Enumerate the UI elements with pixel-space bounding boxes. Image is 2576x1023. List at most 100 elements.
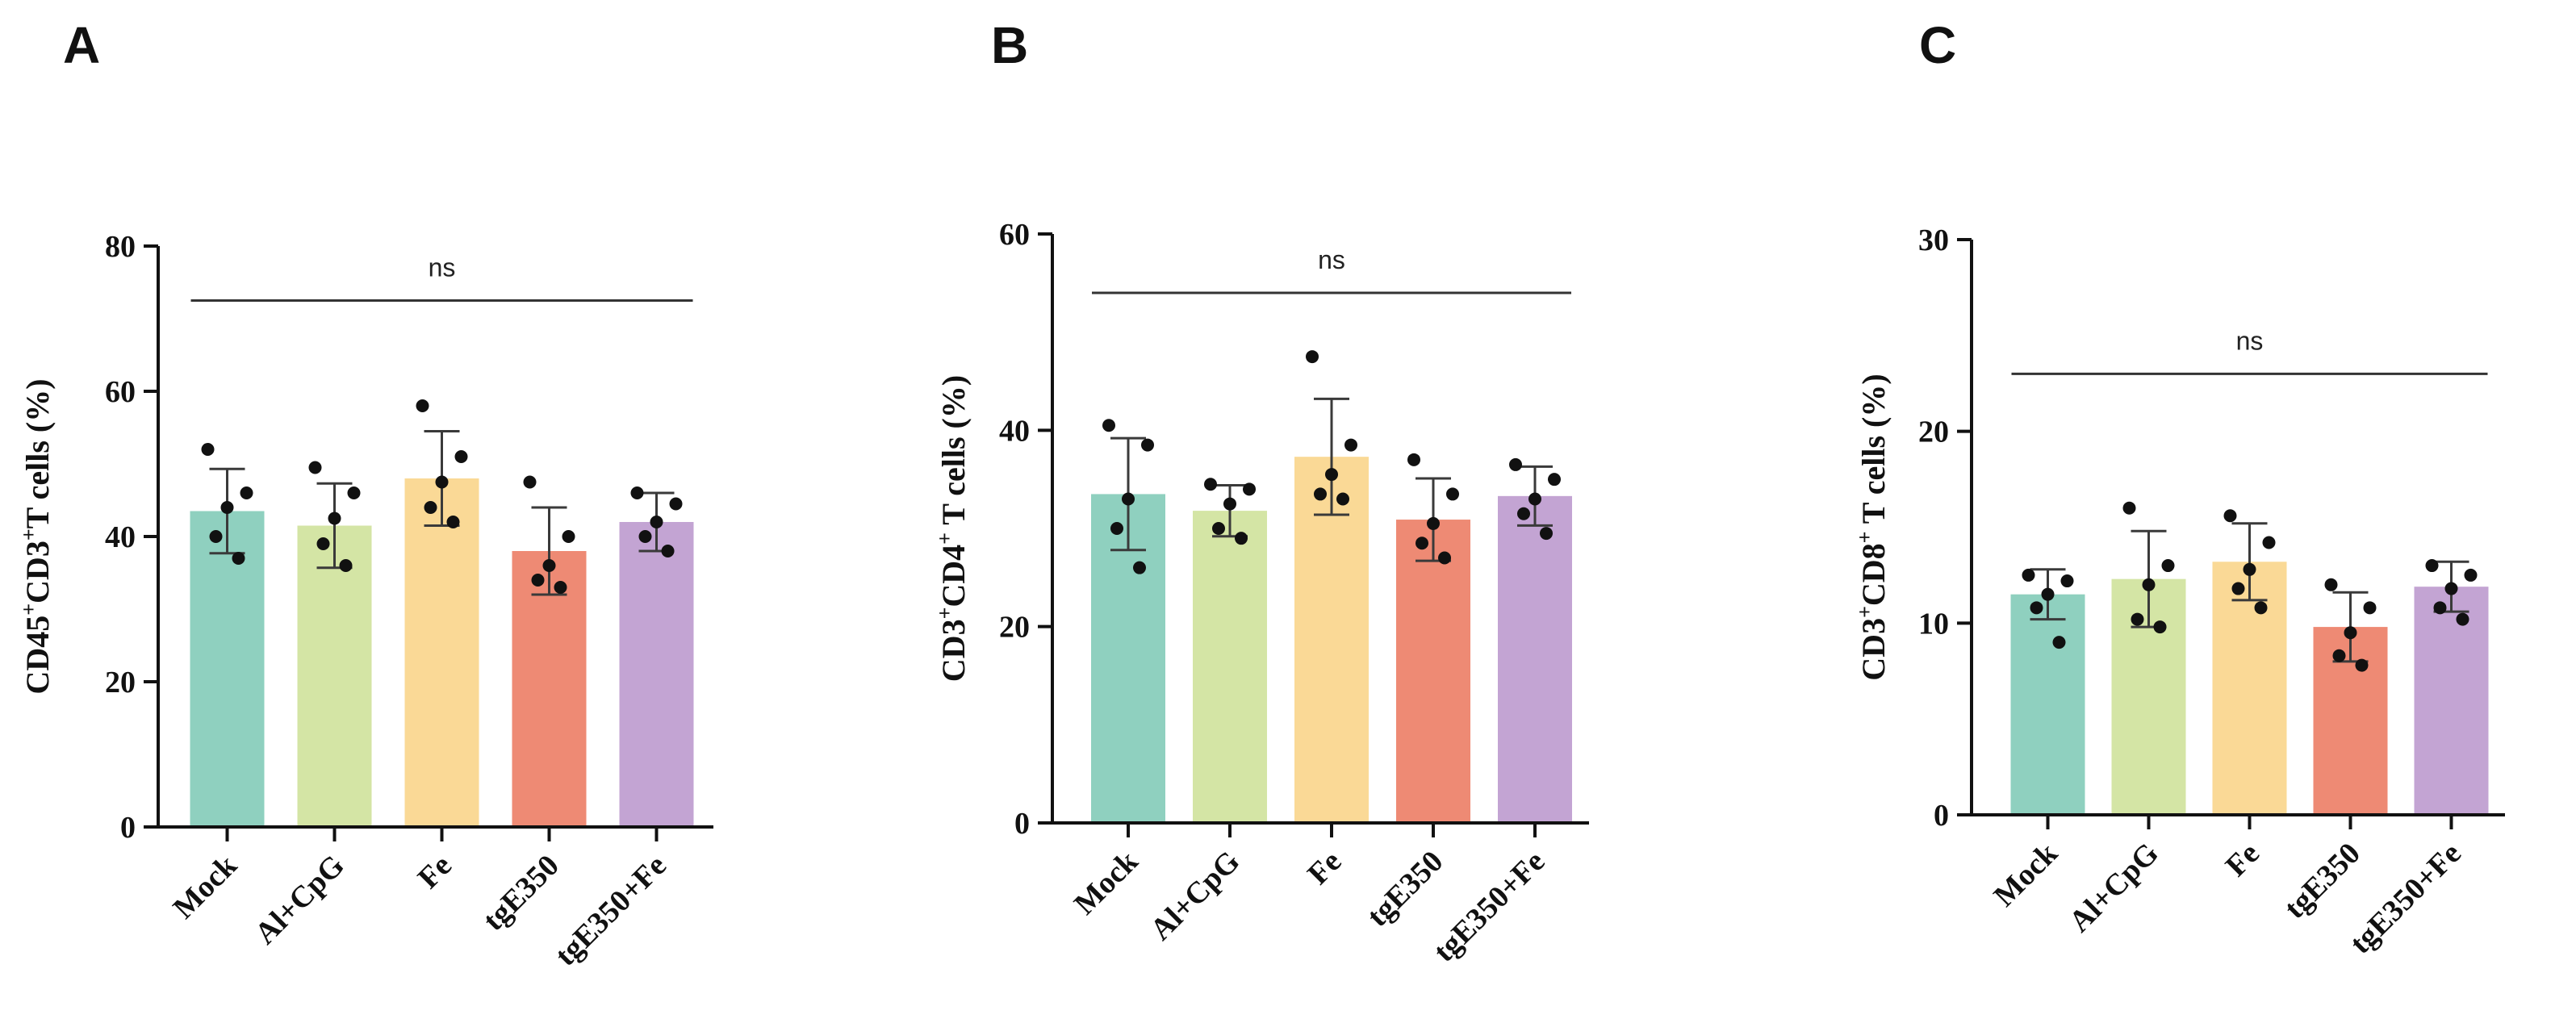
data-point (209, 530, 223, 543)
x-tick-label: tgE350+Fe (2344, 837, 2468, 961)
y-axis-title-superscript: + (933, 532, 956, 545)
panel-letter: A (63, 16, 100, 74)
data-point (201, 443, 215, 456)
data-point (2022, 568, 2035, 582)
data-point (1438, 551, 1451, 565)
y-tick-label: 80 (105, 230, 136, 264)
data-point (1306, 350, 1319, 364)
data-point (554, 581, 567, 594)
bar-Mock (2010, 594, 2085, 815)
data-point (1548, 473, 1561, 486)
data-point (416, 399, 429, 412)
significance-label: ns (2236, 326, 2264, 355)
data-point (2153, 620, 2167, 634)
bar-tgE350+Fe (2414, 587, 2489, 815)
data-point (2131, 612, 2144, 626)
y-axis-title: CD3+CD8+ T cells (%) (1853, 374, 1892, 680)
data-point (650, 516, 663, 528)
y-axis-title-part: T cells (%) (1855, 374, 1892, 531)
y-tick-label: 20 (105, 666, 136, 699)
data-point (2324, 578, 2338, 591)
data-point (669, 497, 683, 511)
y-axis-title-superscript: + (933, 608, 956, 620)
data-point (1314, 487, 1327, 501)
y-axis-title: CD3+CD4+ T cells (%) (933, 375, 972, 682)
y-tick-label: 20 (999, 611, 1030, 645)
y-axis-title-superscript: + (1853, 606, 1876, 618)
data-point (1243, 482, 1256, 496)
y-axis-title-part: T cells (%) (935, 375, 972, 532)
data-point (2433, 601, 2447, 615)
data-point (1141, 438, 1154, 452)
data-point (1325, 468, 1338, 482)
data-point (1133, 561, 1146, 574)
y-axis-title-superscript: + (17, 528, 40, 541)
data-point (2464, 568, 2478, 582)
data-point (232, 552, 245, 565)
data-point (1235, 532, 1248, 545)
data-point (328, 512, 341, 525)
y-axis-title-part: CD3 (1855, 618, 1892, 681)
y-axis-title-superscript: + (17, 603, 40, 616)
data-point (1528, 492, 1541, 506)
data-point (339, 559, 353, 572)
data-point (661, 545, 675, 557)
x-tick-label: tgE350 (2278, 837, 2367, 925)
data-point (2060, 574, 2074, 588)
data-point (2041, 587, 2055, 601)
data-point (308, 461, 322, 474)
data-point (523, 475, 537, 489)
data-point (562, 530, 575, 543)
x-tick-label: Fe (2219, 837, 2266, 883)
data-point (1336, 492, 1349, 506)
x-tick-label: Al+CpG (249, 849, 351, 951)
data-point (2444, 582, 2458, 595)
data-point (2030, 601, 2043, 615)
bar-Fe (2212, 562, 2287, 815)
data-point (2161, 559, 2175, 573)
x-tick-label: Mock (166, 848, 244, 925)
data-point (424, 501, 437, 514)
panel-letter: C (1919, 16, 1956, 74)
data-point (1509, 457, 1522, 471)
bar-tgE350+Fe (619, 522, 694, 827)
data-point (2052, 636, 2066, 649)
y-tick-label: 60 (999, 218, 1030, 252)
data-point (454, 450, 468, 463)
bar-Al+CpG (1193, 511, 1267, 823)
data-point (240, 486, 253, 499)
bar-tgE350 (512, 551, 587, 827)
data-point (1223, 497, 1236, 511)
data-point (2355, 658, 2369, 672)
y-tick-label: 20 (1918, 415, 1949, 449)
y-axis-title-part: CD3 (935, 619, 972, 682)
y-axis-title-part: CD3 (19, 541, 56, 603)
bar-tgE350 (1396, 520, 1470, 823)
data-point (2262, 536, 2276, 549)
bar-Fe (404, 478, 479, 827)
data-point (542, 559, 556, 572)
significance-label: ns (429, 253, 456, 282)
y-tick-label: 60 (105, 375, 136, 409)
data-point (1344, 438, 1357, 452)
y-axis-title-part: T cells (%) (19, 378, 56, 528)
y-tick-label: 40 (999, 414, 1030, 448)
bar-tgE350+Fe (1498, 495, 1572, 823)
data-point (2254, 601, 2268, 615)
y-axis-title-superscript: + (1853, 531, 1876, 543)
x-tick-label: Mock (1068, 844, 1145, 921)
y-tick-label: 0 (120, 811, 136, 845)
data-point (1102, 419, 1115, 432)
y-tick-label: 10 (1918, 607, 1949, 641)
data-point (1446, 487, 1459, 501)
data-point (2332, 649, 2346, 662)
data-point (316, 537, 330, 550)
data-point (2456, 612, 2469, 626)
data-point (446, 516, 460, 528)
x-tick-label: Fe (412, 849, 458, 896)
data-point (1517, 507, 1530, 520)
data-point (1212, 522, 1225, 535)
data-point (347, 486, 361, 499)
